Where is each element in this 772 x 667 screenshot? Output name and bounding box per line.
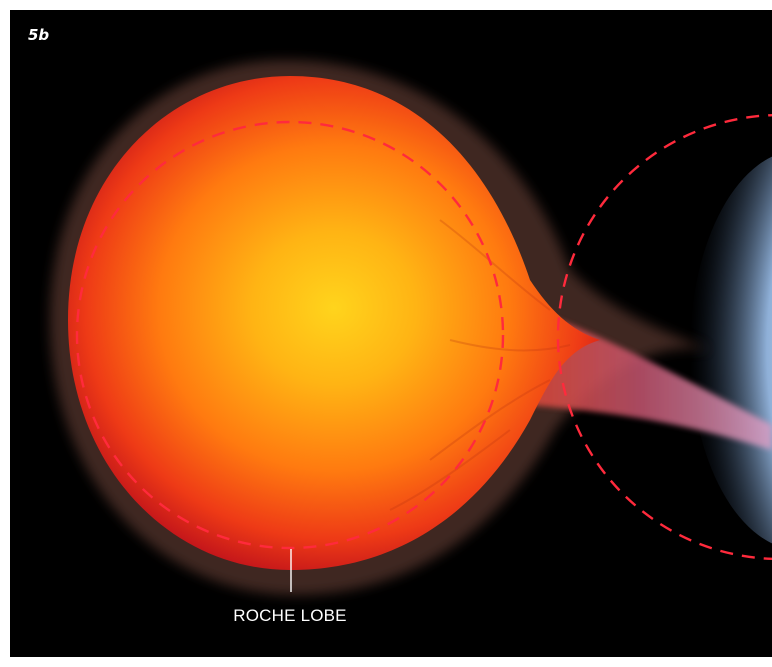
binary-star-illustration <box>50 60 772 595</box>
donor-star <box>68 76 600 570</box>
donor-roche-lobe <box>75 120 505 550</box>
mass-transfer-stream <box>530 310 772 450</box>
star-turbulence <box>389 219 571 511</box>
roche-lobe-label: ROCHE LOBE <box>233 606 347 625</box>
figure-panel-label: 5b <box>28 26 50 44</box>
illustration-panel: 5b ROCHE LOBE <box>10 10 772 657</box>
companion-glow <box>690 156 772 544</box>
